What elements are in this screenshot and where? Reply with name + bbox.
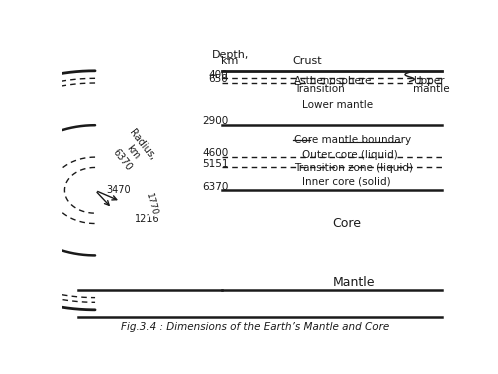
Text: 5151: 5151 — [202, 159, 228, 169]
Text: 2900: 2900 — [202, 116, 228, 126]
Text: 4600: 4600 — [202, 148, 228, 158]
Text: Crust: Crust — [292, 56, 322, 66]
Text: 400: 400 — [209, 70, 228, 80]
Text: Core: Core — [333, 217, 362, 230]
Text: Radius,
km: Radius, km — [118, 128, 157, 169]
Text: Depth,: Depth, — [212, 50, 249, 60]
Text: Transition zone (liquid): Transition zone (liquid) — [294, 163, 413, 173]
Text: Upper: Upper — [413, 76, 445, 86]
Text: 6370: 6370 — [202, 181, 228, 191]
Text: km: km — [222, 56, 239, 66]
Text: 1216: 1216 — [135, 214, 159, 224]
Text: Fig.3.4 : Dimensions of the Earth’s Mantle and Core: Fig.3.4 : Dimensions of the Earth’s Mant… — [121, 322, 389, 331]
Text: mantle: mantle — [413, 84, 450, 94]
Text: 1770: 1770 — [144, 193, 158, 217]
Text: 3470: 3470 — [106, 185, 130, 195]
Text: Transition: Transition — [294, 84, 345, 94]
Text: Lower mantle: Lower mantle — [302, 100, 373, 110]
Text: Inner core (solid): Inner core (solid) — [302, 177, 390, 187]
Text: Asthenosphere: Asthenosphere — [294, 76, 372, 86]
Text: 650: 650 — [209, 74, 228, 84]
Text: Outer core (liquid): Outer core (liquid) — [302, 150, 397, 160]
Text: 6370: 6370 — [111, 147, 133, 173]
Text: Mantle: Mantle — [333, 276, 375, 289]
Text: Core mantle boundary: Core mantle boundary — [294, 135, 411, 145]
